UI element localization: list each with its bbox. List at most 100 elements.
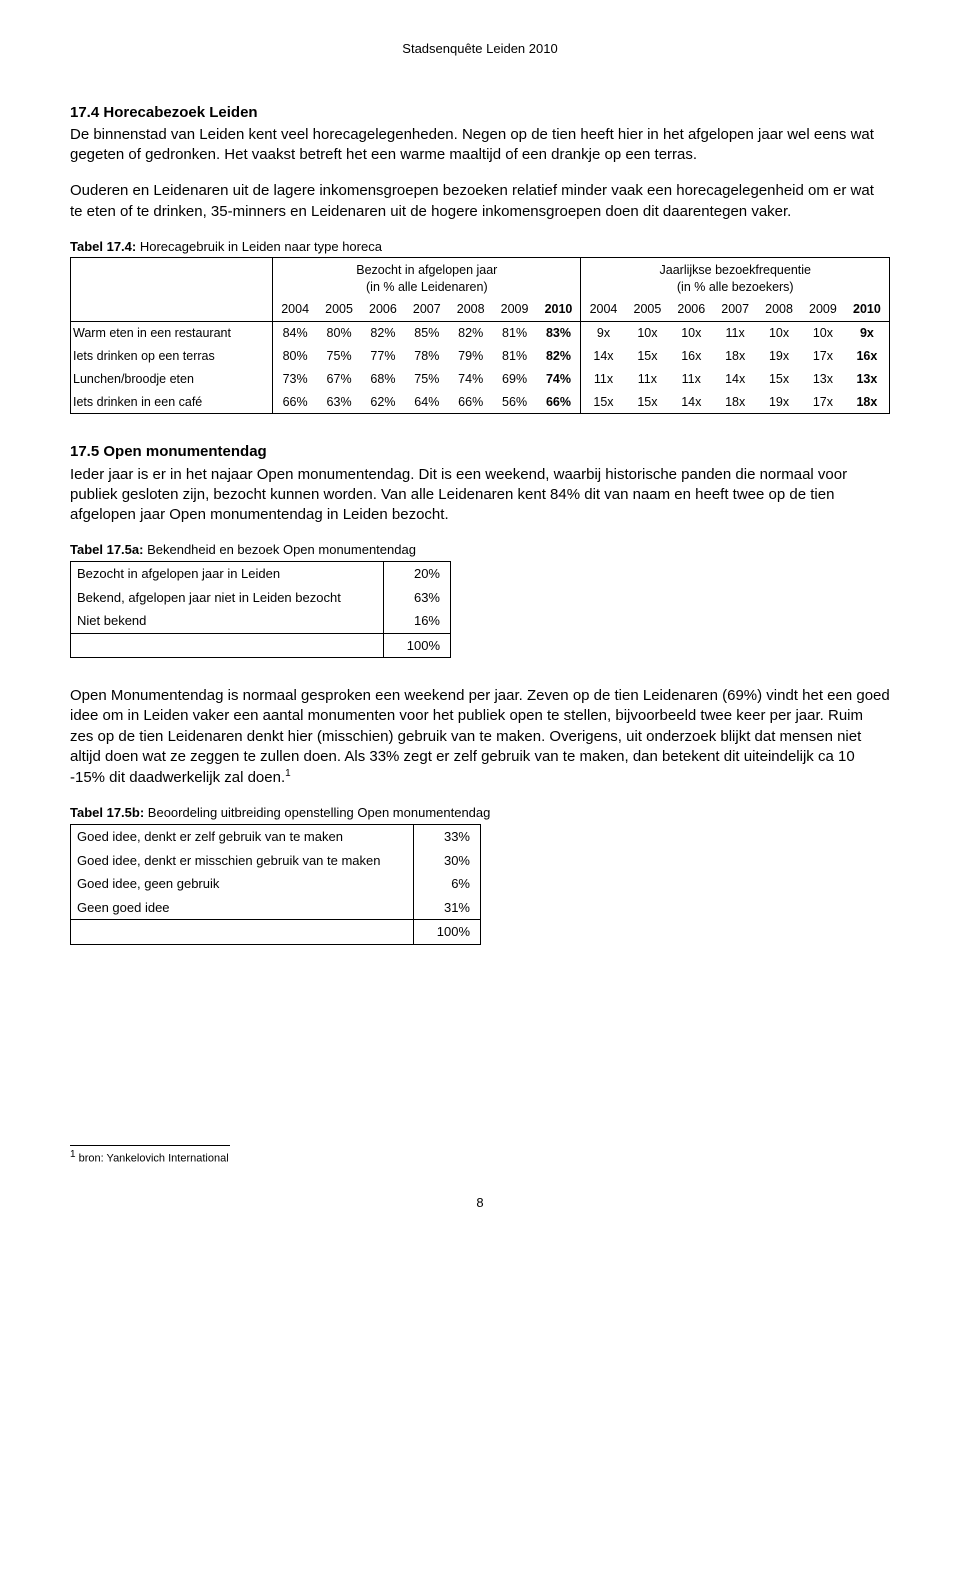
table-row: Goed idee, geen gebruik6% xyxy=(71,872,481,896)
table-17-5a: Bezocht in afgelopen jaar in Leiden20%Be… xyxy=(70,561,451,658)
row-label: Goed idee, geen gebruik xyxy=(71,872,414,896)
cell: 10x xyxy=(801,321,845,344)
group2-line1: Jaarlijkse bezoekfrequentie xyxy=(585,262,885,279)
cell: 62% xyxy=(361,391,405,414)
footnote: 1 bron: Yankelovich International xyxy=(70,1148,890,1167)
caption-bold: Tabel 17.4: xyxy=(70,239,136,254)
cell: 10x xyxy=(669,321,713,344)
cell: 11x xyxy=(625,368,669,391)
doc-header: Stadsenquête Leiden 2010 xyxy=(70,40,890,58)
table-row: Goed idee, denkt er zelf gebruik van te … xyxy=(71,825,481,849)
mid-paragraph: Open Monumentendag is normaal gesproken … xyxy=(70,686,890,788)
cell: 75% xyxy=(405,368,449,391)
table-row: Warm eten in een restaurant84%80%82%85%8… xyxy=(71,321,890,344)
row-label: Goed idee, denkt er zelf gebruik van te … xyxy=(71,825,414,849)
cell: 64% xyxy=(405,391,449,414)
mid-paragraph-text: Open Monumentendag is normaal gesproken … xyxy=(70,687,890,786)
cell: 83% xyxy=(537,321,581,344)
cell: 14x xyxy=(669,391,713,414)
group1-line2: (in % alle Leidenaren) xyxy=(277,279,576,296)
total-label xyxy=(71,920,414,945)
cell: 56% xyxy=(493,391,537,414)
section-17-5-heading: 17.5 Open monumentendag xyxy=(70,442,890,462)
row-label: Bezocht in afgelopen jaar in Leiden xyxy=(71,562,384,586)
row-value: 33% xyxy=(414,825,481,849)
cell: 18x xyxy=(713,345,757,368)
table-row: Iets drinken in een café66%63%62%64%66%5… xyxy=(71,391,890,414)
table-row: Lunchen/broodje eten73%67%68%75%74%69%74… xyxy=(71,368,890,391)
table-row: Iets drinken op een terras80%75%77%78%79… xyxy=(71,345,890,368)
table-row: Bekend, afgelopen jaar niet in Leiden be… xyxy=(71,586,451,610)
cell: 63% xyxy=(317,391,361,414)
cell: 82% xyxy=(449,321,493,344)
cell: 15x xyxy=(625,345,669,368)
year-header: 2008 xyxy=(757,298,801,321)
cell: 84% xyxy=(273,321,317,344)
group2-line2: (in % alle bezoekers) xyxy=(585,279,885,296)
year-header: 2005 xyxy=(625,298,669,321)
cell: 82% xyxy=(361,321,405,344)
row-value: 20% xyxy=(384,562,451,586)
cell: 82% xyxy=(537,345,581,368)
row-value: 63% xyxy=(384,586,451,610)
cell: 81% xyxy=(493,345,537,368)
cell: 18x xyxy=(713,391,757,414)
cell: 9x xyxy=(581,321,625,344)
row-value: 30% xyxy=(414,849,481,873)
cell: 80% xyxy=(317,321,361,344)
cell: 10x xyxy=(757,321,801,344)
table-row: Goed idee, denkt er misschien gebruik va… xyxy=(71,849,481,873)
cell: 80% xyxy=(273,345,317,368)
caption-rest: Beoordeling uitbreiding openstelling Ope… xyxy=(144,805,490,820)
cell: 13x xyxy=(801,368,845,391)
cell: 17x xyxy=(801,345,845,368)
cell: 9x xyxy=(845,321,890,344)
row-value: 31% xyxy=(414,896,481,920)
year-header: 2007 xyxy=(713,298,757,321)
cell: 14x xyxy=(581,345,625,368)
cell: 16x xyxy=(669,345,713,368)
cell: 18x xyxy=(845,391,890,414)
footnote-rule xyxy=(70,1145,230,1146)
cell: 78% xyxy=(405,345,449,368)
year-header: 2007 xyxy=(405,298,449,321)
group1-line1: Bezocht in afgelopen jaar xyxy=(277,262,576,279)
caption-rest: Bekendheid en bezoek Open monumentendag xyxy=(143,542,415,557)
cell: 75% xyxy=(317,345,361,368)
cell: 79% xyxy=(449,345,493,368)
table-17-4: Bezocht in afgelopen jaar (in % alle Lei… xyxy=(70,257,890,414)
footnote-text: bron: Yankelovich International xyxy=(76,1152,229,1164)
table-row: Niet bekend16% xyxy=(71,609,451,633)
table-row: Geen goed idee31% xyxy=(71,896,481,920)
cell: 77% xyxy=(361,345,405,368)
cell: 68% xyxy=(361,368,405,391)
year-header: 2009 xyxy=(801,298,845,321)
cell: 19x xyxy=(757,345,801,368)
row-value: 6% xyxy=(414,872,481,896)
table-17-4-caption: Tabel 17.4: Horecagebruik in Leiden naar… xyxy=(70,238,890,256)
total-row: 100% xyxy=(71,633,451,658)
cell: 19x xyxy=(757,391,801,414)
cell: 10x xyxy=(625,321,669,344)
year-header: 2010 xyxy=(845,298,890,321)
year-header: 2004 xyxy=(273,298,317,321)
section-17-4-heading: 17.4 Horecabezoek Leiden xyxy=(70,103,890,123)
cell: 67% xyxy=(317,368,361,391)
total-value: 100% xyxy=(384,633,451,658)
cell: 11x xyxy=(581,368,625,391)
cell: 14x xyxy=(713,368,757,391)
cell: 85% xyxy=(405,321,449,344)
cell: 15x xyxy=(625,391,669,414)
cell: 66% xyxy=(449,391,493,414)
section-17-5-para1: Ieder jaar is er in het najaar Open monu… xyxy=(70,465,890,526)
year-header: 2009 xyxy=(493,298,537,321)
cell: 11x xyxy=(713,321,757,344)
cell: 73% xyxy=(273,368,317,391)
cell: 69% xyxy=(493,368,537,391)
cell: 81% xyxy=(493,321,537,344)
total-value: 100% xyxy=(414,920,481,945)
cell: 15x xyxy=(757,368,801,391)
cell: 66% xyxy=(537,391,581,414)
cell: 66% xyxy=(273,391,317,414)
table-17-5b: Goed idee, denkt er zelf gebruik van te … xyxy=(70,824,481,945)
